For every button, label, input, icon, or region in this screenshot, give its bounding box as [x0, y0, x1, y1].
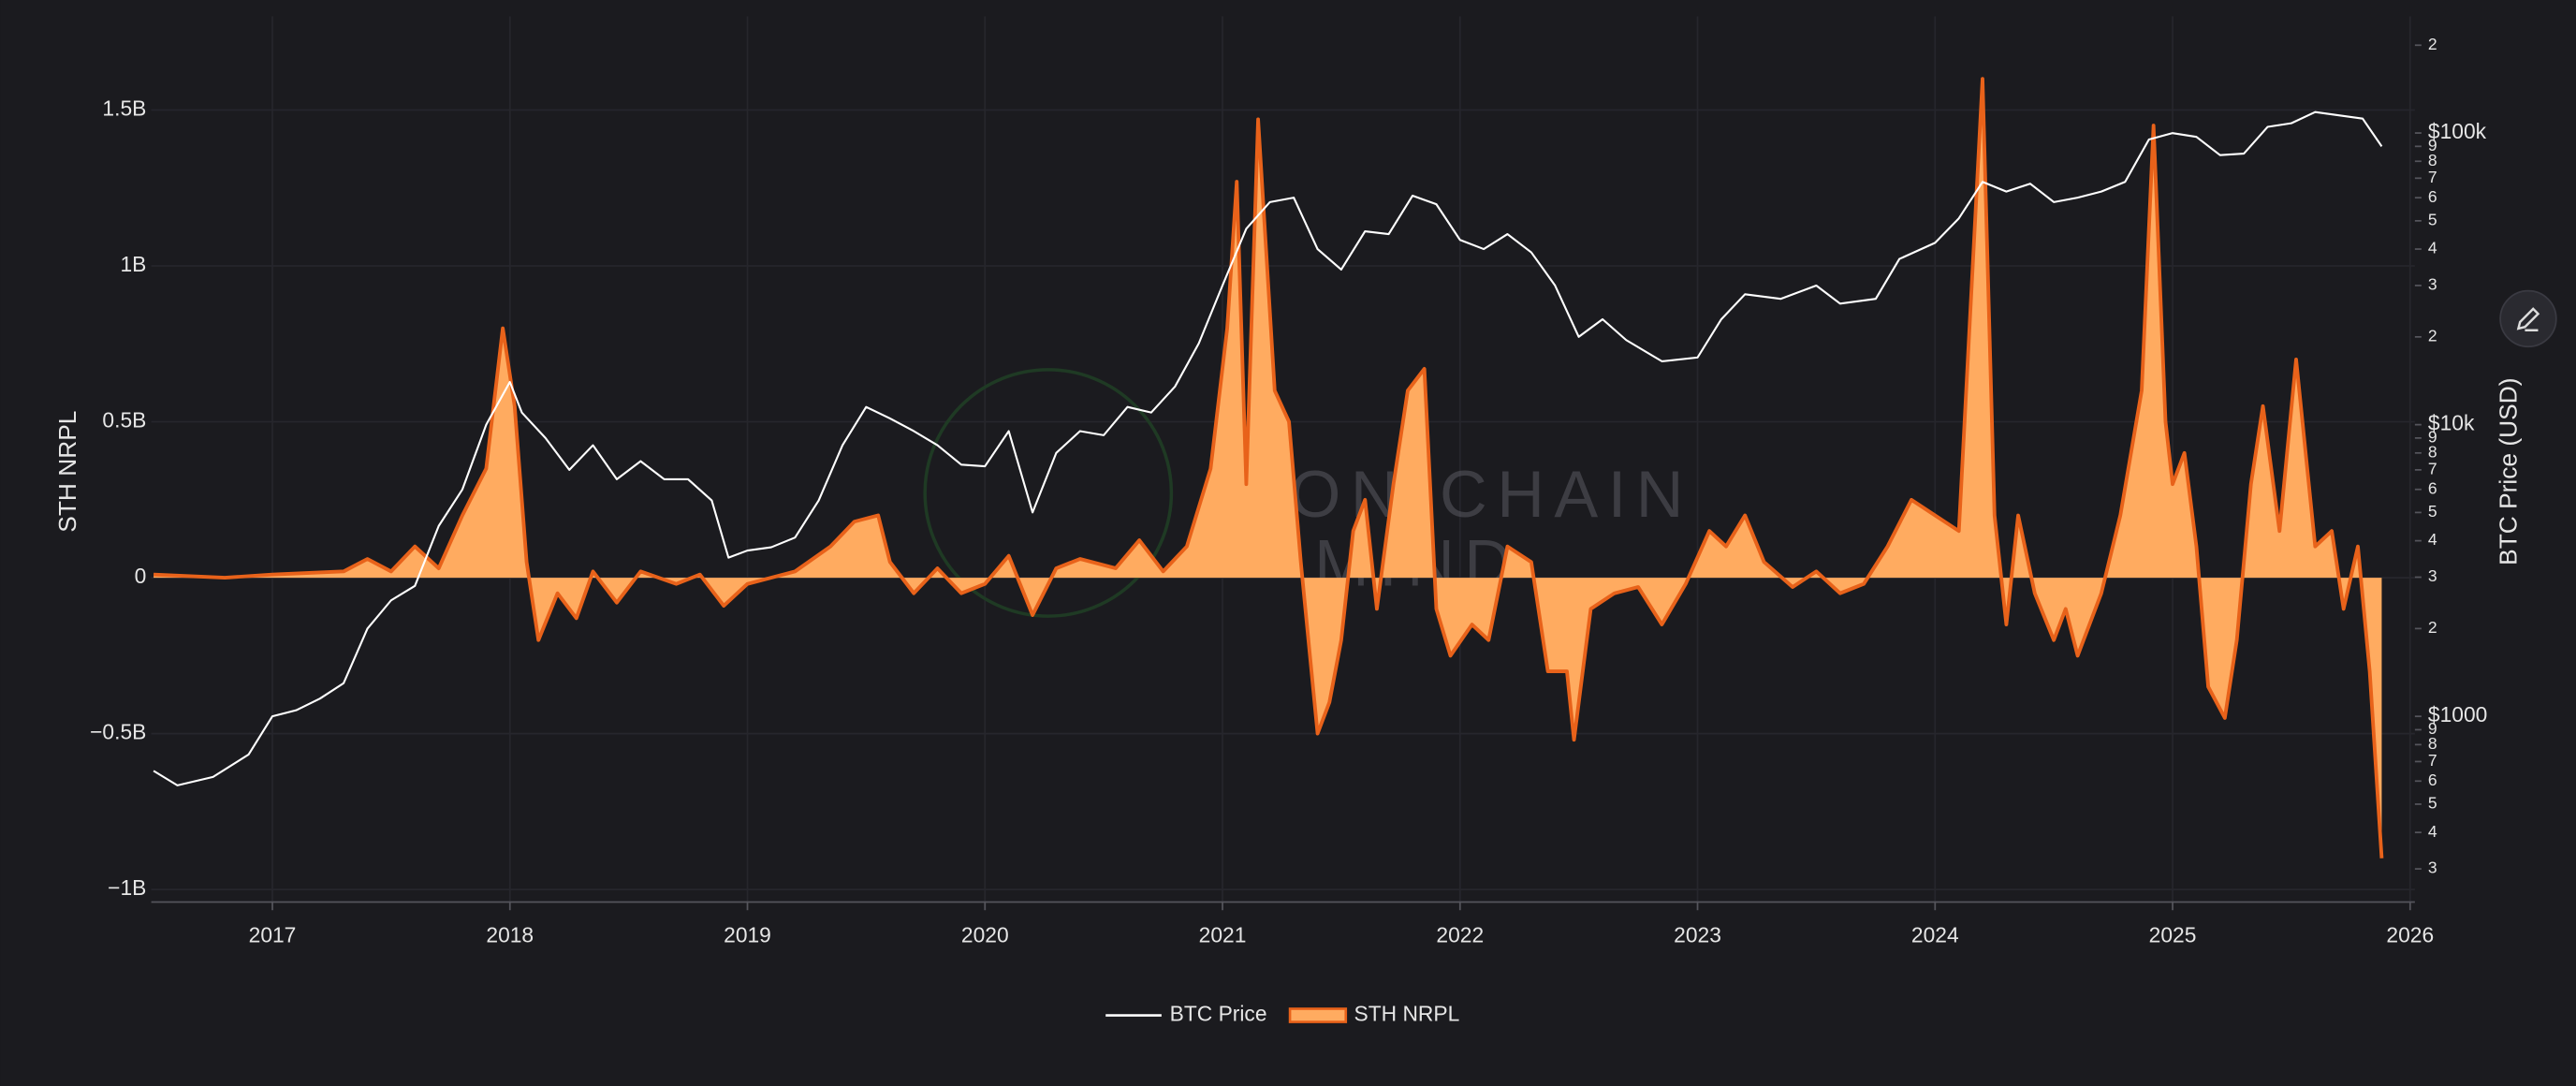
y2-tick-label: 8: [2428, 734, 2437, 753]
y2-tick-label: 3: [2428, 275, 2437, 294]
y-tick-label: 0: [135, 564, 147, 588]
y2-tick-label: 6: [2428, 770, 2437, 789]
line: [153, 110, 2383, 786]
y2-tick-label: 9: [2428, 428, 2437, 447]
x-tick-label: 2020: [961, 922, 1009, 947]
plot: [153, 77, 2384, 859]
y2-tick-label: 9: [2428, 136, 2437, 154]
y2-tick-label: 7: [2428, 751, 2437, 770]
y-tick-label: 0.5B: [102, 408, 146, 433]
y2-tick-label: $1000: [2428, 702, 2487, 726]
y2-tick-label: $100k: [2428, 119, 2487, 143]
y2-tick-label: 6: [2428, 187, 2437, 206]
x-tick-label: 2026: [2386, 922, 2434, 947]
edit-button-circle[interactable]: [2499, 289, 2557, 348]
x-tick-label: 2018: [486, 922, 534, 947]
legend-label: BTC Price: [1170, 1002, 1267, 1026]
legend-label: STH NRPL: [1354, 1002, 1460, 1026]
y2-tick-label: 2: [2428, 618, 2437, 637]
edit-icon: [2516, 307, 2540, 331]
y2-tick-label: 8: [2428, 442, 2437, 461]
y-tick-label: 1B: [120, 252, 146, 276]
y2-tick-label: 4: [2428, 822, 2437, 841]
x-tick-label: 2019: [724, 922, 771, 947]
y2-tick-label: 5: [2428, 794, 2437, 813]
y2-tick-label: 7: [2428, 460, 2437, 478]
legend-swatch: [1288, 1007, 1348, 1023]
y2-tick-label: 2: [2428, 326, 2437, 345]
y2-tick-label: 2: [2428, 35, 2437, 53]
watermark-logo: [923, 368, 1174, 618]
x-tick-label: 2025: [2149, 922, 2197, 947]
y-tick-label: 1.5B: [102, 95, 146, 120]
y-axis-title: STH NRPL: [53, 411, 81, 533]
y2-tick-label: $10k: [2428, 411, 2475, 435]
x-tick-label: 2021: [1199, 922, 1247, 947]
x-tick-label: 2023: [1674, 922, 1721, 947]
area-line: [153, 77, 2384, 859]
y2-tick-label: 4: [2428, 530, 2437, 549]
y-tick-label: −0.5B: [90, 720, 146, 744]
axes: −1B−0.5B00.5B1B1.5B3456789$100023456789$…: [90, 35, 2487, 947]
y2-axis-title: BTC Price (USD): [2495, 378, 2523, 565]
x-tick-label: 2022: [1436, 922, 1484, 947]
y2-tick-label: 3: [2428, 566, 2437, 585]
y2-tick-label: 5: [2428, 502, 2437, 521]
y2-tick-label: 6: [2428, 478, 2437, 497]
area: [154, 79, 2382, 859]
x-tick-label: 2024: [1911, 922, 1959, 947]
legend: BTC Price STH NRPL: [1105, 1002, 1459, 1026]
watermark-text: ON-CHAIN: [1290, 457, 1693, 531]
y-tick-label: −1B: [108, 875, 146, 900]
y2-tick-label: 7: [2428, 168, 2437, 186]
y2-tick-label: 8: [2428, 151, 2437, 169]
y2-tick-label: 4: [2428, 239, 2437, 257]
x-tick-label: 2017: [249, 922, 297, 947]
edit-button[interactable]: [2499, 289, 2557, 348]
y2-tick-label: 5: [2428, 210, 2437, 228]
y2-tick-label: 9: [2428, 719, 2437, 738]
y2-tick-label: 3: [2428, 859, 2437, 877]
